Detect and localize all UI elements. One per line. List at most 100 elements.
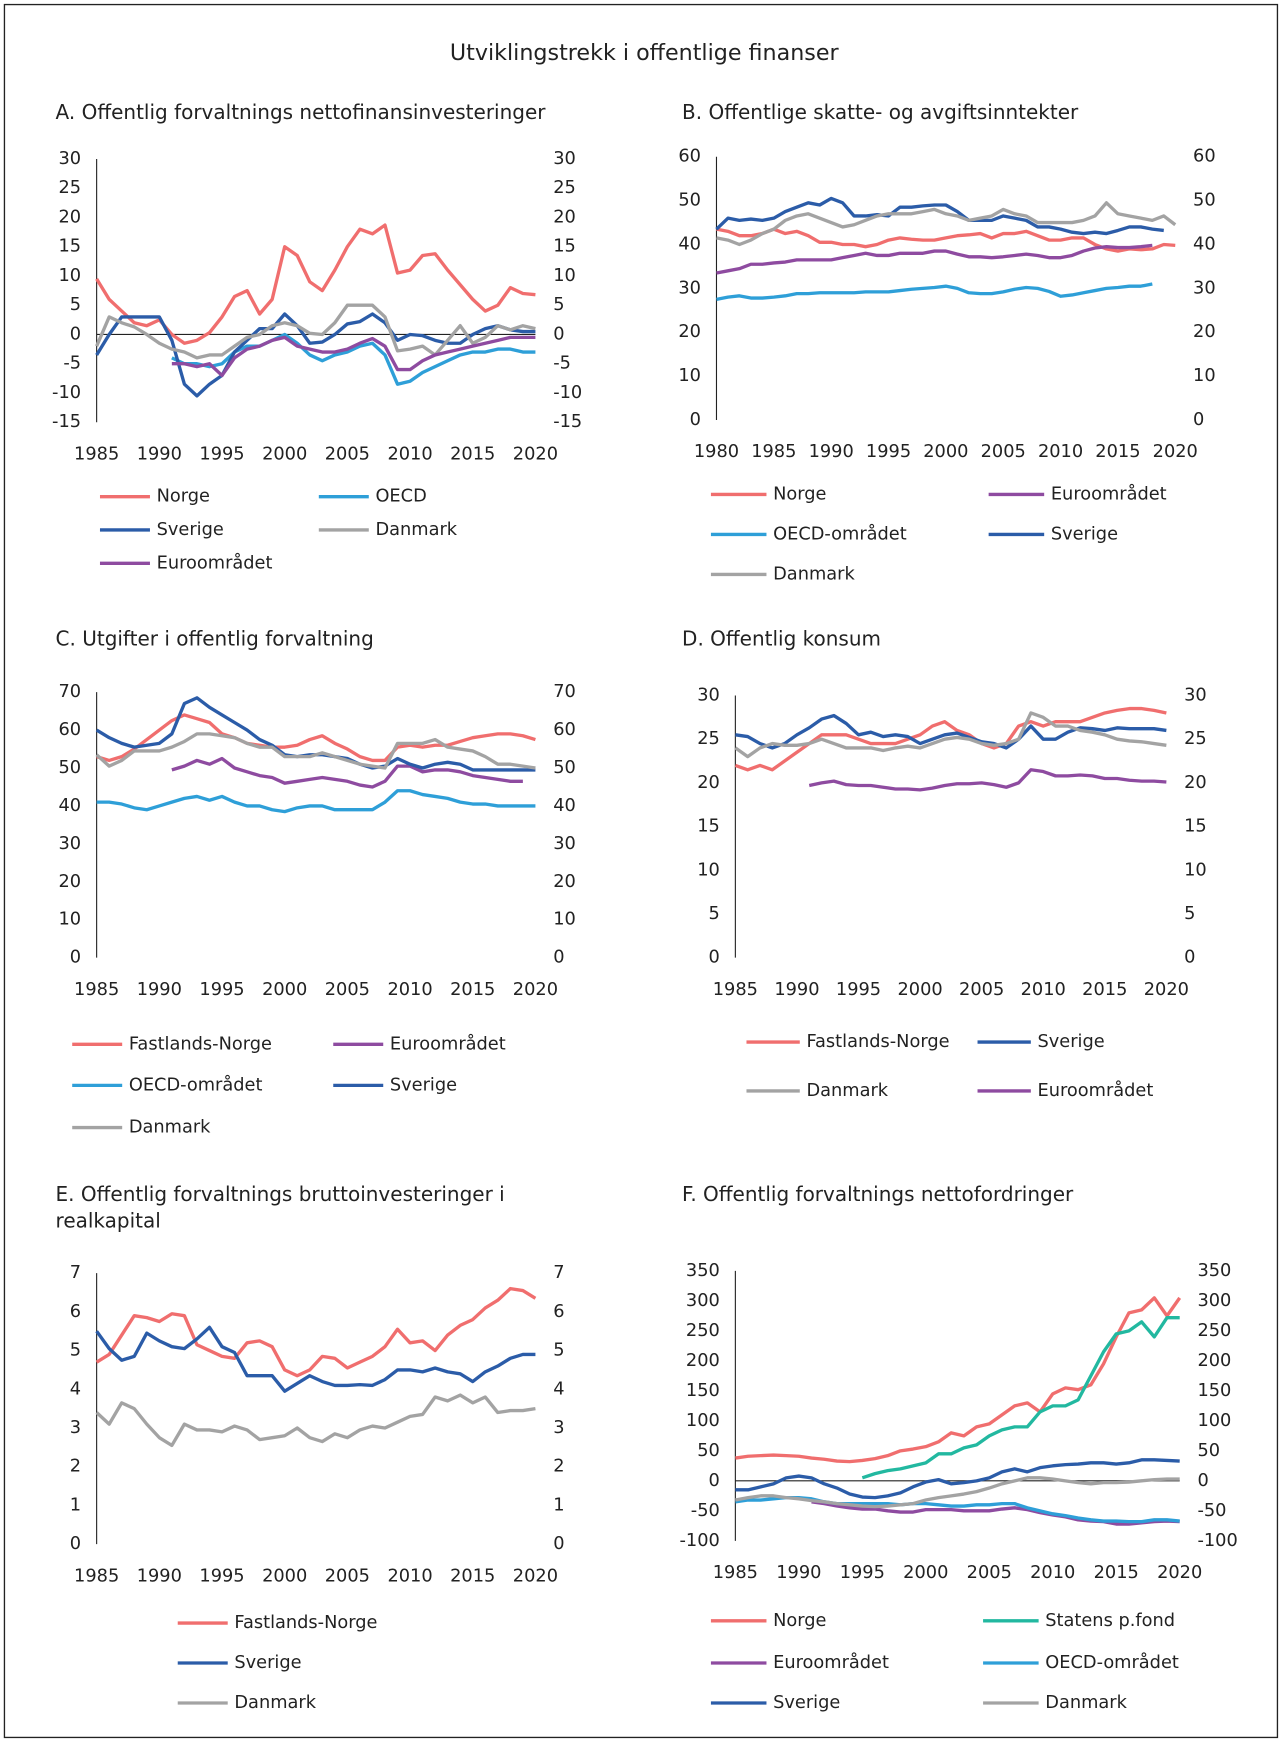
y-tick-label: 15 [58,237,81,257]
y-tick-label: 25 [697,729,720,749]
y-tick-label: 5 [70,1341,81,1361]
series-line [808,768,1167,792]
series-line [96,713,536,763]
legend-label: Danmark [1045,1693,1127,1713]
legend-label: Danmark [806,1081,888,1101]
legend-label: Euroområdet [157,552,273,573]
legend-label: Fastlands-Norge [234,1613,377,1633]
legend-label: Statens p.fond [1045,1611,1175,1631]
series-line [95,303,536,360]
series-line [716,282,1153,301]
y2-tick-label: 20 [553,872,576,892]
y2-tick-label: 7 [553,1263,564,1283]
x-tick-label: 2020 [513,980,558,1000]
y2-tick-label: 200 [1197,1351,1231,1371]
y2-tick-label: 30 [553,149,576,169]
y2-tick-label: 10 [553,266,576,286]
y2-tick-label: 6 [553,1302,564,1322]
y2-tick-label: 60 [553,720,576,740]
series-line [95,1286,537,1378]
x-tick-label: 1990 [137,444,182,464]
y2-tick-label: 5 [1184,904,1195,924]
y-tick-label: 20 [678,322,701,342]
x-tick-label: 2015 [1095,442,1140,462]
y2-tick-label: -100 [1197,1531,1237,1551]
y-tick-label: 4 [70,1379,81,1399]
y-tick-label: 0 [70,324,81,344]
x-tick-label: 1985 [713,980,758,1000]
y2-tick-label: 25 [553,178,576,198]
series-line [95,696,536,772]
y2-tick-label: 0 [553,948,564,968]
y-tick-label: -100 [679,1531,719,1551]
y-tick-label: 30 [58,834,81,854]
y-tick-label: 30 [58,149,81,169]
panel-title-box: A. Offentlig forvaltnings nettofinansinv… [56,101,546,124]
y2-tick-label: 5 [553,295,564,315]
x-tick-label: 1990 [137,1566,182,1586]
y2-tick-label: 0 [1197,1471,1208,1491]
y-tick-label: 20 [58,207,81,227]
panel-title: D. Offentlig konsum [682,627,881,652]
y-tick-label: 50 [678,191,701,211]
x-tick-label: 2015 [1082,980,1127,1000]
y2-tick-label: 100 [1197,1411,1231,1431]
x-tick-label: 1995 [199,1566,244,1586]
y-tick-label: -50 [691,1501,720,1521]
y2-tick-label: 0 [553,324,564,344]
y-tick-label: 10 [697,860,720,880]
y2-tick-label: -15 [553,412,582,432]
y2-tick-label: -50 [1197,1501,1226,1521]
y2-tick-label: 10 [1184,860,1207,880]
x-tick-label: 2005 [959,980,1004,1000]
series-line [171,335,536,378]
series-line [95,1325,536,1393]
y2-tick-label: 1 [553,1495,564,1515]
y2-tick-label: 3 [553,1418,564,1438]
series-line [734,711,1167,759]
y2-tick-label: 15 [553,237,576,257]
y2-tick-label: 150 [1197,1381,1231,1401]
x-tick-label: 2000 [262,1566,307,1586]
y-tick-label: 0 [709,948,720,968]
x-tick-label: 2015 [1094,1563,1139,1583]
y-tick-label: 20 [58,872,81,892]
x-tick-label: 2000 [903,1563,948,1583]
y2-tick-label: 25 [1184,729,1207,749]
y-tick-label: 0 [709,1471,720,1491]
y-tick-label: 200 [686,1351,720,1371]
y2-tick-label: 0 [553,1534,564,1554]
panel-title: C. Utgifter i offentlig forvaltning [55,627,374,652]
y-tick-label: 70 [58,682,81,702]
y2-tick-label: 5 [553,1341,564,1361]
y-tick-label: -15 [52,412,81,432]
legend-label: Sverige [390,1075,457,1095]
x-tick-label: 1985 [74,980,119,1000]
y2-tick-label: 20 [1193,322,1216,342]
y2-tick-label: 0 [1184,948,1195,968]
panel-title-box: D. Offentlig konsum [682,627,881,652]
y-tick-label: 15 [697,817,720,837]
legend-label: Euroområdet [773,1652,889,1673]
y-tick-label: 60 [678,147,701,167]
legend-label: Fastlands-Norge [129,1034,272,1054]
y-tick-label: 250 [686,1321,720,1341]
y-tick-label: 0 [70,948,81,968]
x-tick-label: 2010 [387,980,432,1000]
y2-tick-label: 250 [1197,1321,1231,1341]
series-line [715,196,1164,236]
x-tick-label: 1985 [74,1566,119,1586]
x-tick-label: 1995 [199,980,244,1000]
y2-tick-label: 20 [553,207,576,227]
x-tick-label: 1990 [137,980,182,1000]
y-tick-label: 2 [70,1457,81,1477]
y2-tick-label: 60 [1193,147,1216,167]
series-line [95,312,536,398]
y-tick-label: 50 [58,758,81,778]
legend-label: Sverige [773,1693,840,1713]
x-tick-label: 2010 [1030,1563,1075,1583]
y2-tick-label: 30 [1184,685,1207,705]
x-tick-label: 2000 [897,980,942,1000]
x-tick-label: 1990 [774,980,819,1000]
